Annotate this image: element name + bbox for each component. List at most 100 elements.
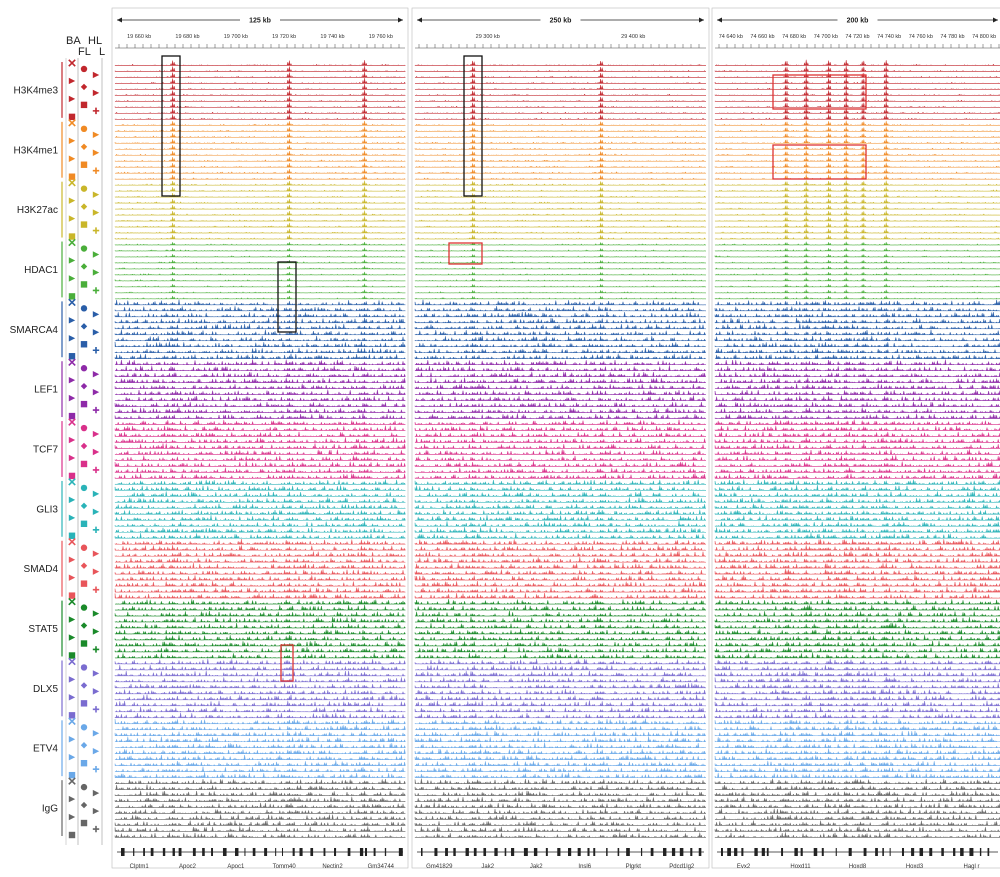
- signal-track: [114, 563, 406, 569]
- signal-track: [114, 533, 406, 540]
- gene-exon: [766, 848, 769, 856]
- signal-track: [414, 425, 706, 432]
- signal-track: [714, 706, 1000, 713]
- signal-track: [714, 778, 1000, 785]
- signal-track: [714, 425, 1000, 432]
- signal-track: [414, 724, 706, 731]
- gene-exon: [953, 848, 956, 856]
- gene-exon: [587, 848, 590, 856]
- signal-track: [114, 299, 406, 306]
- tissue-symbol: [80, 221, 88, 228]
- signal-track: [114, 407, 406, 414]
- tissue-label-hl: HL: [88, 35, 102, 47]
- signal-track: [114, 180, 406, 186]
- signal-track: [714, 593, 1000, 599]
- gene-exon: [919, 848, 924, 856]
- signal-track: [714, 335, 1000, 342]
- tissue-symbol: [92, 628, 100, 635]
- signal-track: [414, 139, 706, 144]
- tissue-symbol: [80, 484, 88, 492]
- signal-track: [714, 802, 1000, 809]
- signal-track: [414, 306, 706, 312]
- signal-track: [714, 455, 1000, 462]
- tissue-symbol: [92, 89, 100, 97]
- signal-track: [414, 235, 706, 240]
- gene-exon: [421, 848, 423, 856]
- tissue-symbol: [68, 376, 76, 384]
- tissue-symbol: [68, 694, 76, 701]
- signal-track: [114, 724, 406, 731]
- signal-track: [114, 832, 406, 839]
- signal-track: [414, 283, 706, 288]
- ruler-tick-label: 29 400 kb: [621, 34, 645, 40]
- tissue-symbol: [92, 748, 100, 755]
- tissue-symbol: [68, 317, 76, 324]
- signal-track: [414, 365, 706, 372]
- gene-exon: [473, 848, 477, 856]
- signal-track: [414, 108, 706, 114]
- tissue-symbol: [68, 556, 76, 563]
- scale-arrow: [117, 17, 122, 23]
- signal-track: [414, 205, 706, 210]
- signal-track: [414, 755, 706, 761]
- scale-label: 200 kb: [847, 18, 869, 25]
- highlight-box: [772, 74, 867, 110]
- signal-track: [414, 635, 706, 641]
- tissue-symbol: [68, 238, 76, 247]
- signal-track: [114, 377, 406, 384]
- signal-track: [714, 533, 1000, 540]
- signal-track: [414, 623, 706, 629]
- signal-track: [414, 821, 706, 827]
- signal-track: [114, 802, 406, 809]
- tissue-symbol: [68, 77, 76, 85]
- gene-label: Clptm1: [130, 864, 150, 870]
- signal-track: [414, 790, 706, 797]
- signal-track: [414, 383, 706, 390]
- gene-exon: [721, 848, 723, 856]
- tissue-symbol: [68, 394, 76, 402]
- signal-track: [414, 181, 706, 186]
- gene-exon: [813, 848, 818, 856]
- signal-track: [714, 449, 1000, 456]
- tissue-symbol: [92, 706, 100, 713]
- signal-track: [714, 216, 1000, 222]
- gene-exon: [162, 848, 166, 856]
- signal-track: [414, 694, 706, 701]
- tissue-symbol: [92, 167, 100, 174]
- signal-track: [414, 785, 706, 791]
- signal-track: [414, 814, 706, 821]
- gene-exon: [252, 848, 256, 856]
- signal-track: [414, 371, 706, 378]
- signal-track: [714, 557, 1000, 564]
- signal-track: [414, 653, 706, 659]
- gene-label: Tomm40: [273, 864, 297, 870]
- ruler-tick-label: 74 640 kb: [719, 34, 743, 40]
- signal-track: [115, 210, 406, 216]
- signal-track: [114, 198, 406, 204]
- tissue-symbol: [92, 107, 100, 115]
- signal-track: [114, 383, 406, 390]
- tissue-symbol: [92, 347, 100, 354]
- tissue-symbol: [92, 670, 100, 677]
- signal-track: [114, 706, 406, 713]
- signal-track: [414, 461, 706, 468]
- signal-track: [114, 521, 406, 528]
- signal-track: [114, 192, 406, 198]
- signal-track: [114, 593, 406, 599]
- signal-track: [414, 551, 706, 558]
- signal-track: [414, 497, 706, 504]
- signal-track: [714, 682, 1000, 689]
- signal-track: [114, 437, 406, 444]
- gene-exon: [979, 848, 982, 856]
- tissue-symbol: [80, 424, 88, 432]
- scale-arrow: [699, 17, 704, 23]
- tissue-symbol: [80, 83, 88, 91]
- signal-track: [414, 247, 706, 252]
- signal-track: [114, 341, 406, 348]
- signal-track: [714, 473, 1000, 480]
- gene-label: Plgrkt: [626, 864, 642, 870]
- tissue-label-l: L: [99, 46, 105, 58]
- tissue-symbol: [80, 580, 88, 587]
- gene-exon: [863, 848, 867, 856]
- mark-label-etv4: ETV4: [33, 744, 58, 755]
